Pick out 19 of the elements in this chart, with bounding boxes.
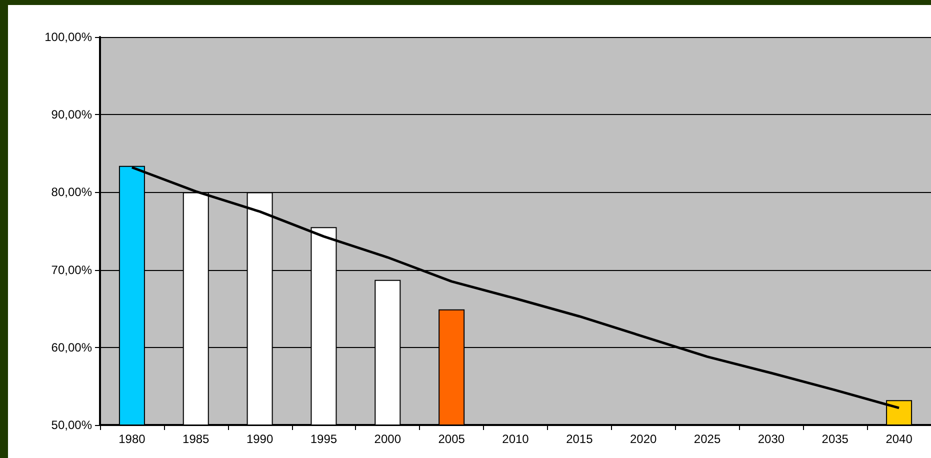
x-tick-label: 2030 [758, 432, 785, 446]
x-tick-label: 2005 [438, 432, 466, 446]
x-tick-label: 2035 [822, 432, 849, 446]
x-tick-label: 2010 [502, 432, 530, 446]
x-tick-label: 1990 [246, 432, 274, 446]
x-tick-label: 2000 [374, 432, 402, 446]
x-tick-label: 2025 [694, 432, 721, 446]
x-tick-label: 2040 [886, 432, 913, 446]
x-tick-label: 1985 [182, 432, 210, 446]
x-tick-label: 1980 [118, 432, 146, 446]
y-tick-label: 100,00% [44, 30, 92, 44]
x-tick-label: 1995 [310, 432, 338, 446]
x-tick-label: 2020 [630, 432, 658, 446]
y-tick-label: 60,00% [51, 340, 92, 354]
y-tick-label: 70,00% [51, 262, 92, 277]
y-tick-label: 90,00% [51, 108, 92, 122]
x-tick-label: 2015 [566, 432, 594, 446]
y-tick-label: 50,00% [51, 418, 92, 432]
y-tick-label: 80,00% [51, 185, 92, 200]
